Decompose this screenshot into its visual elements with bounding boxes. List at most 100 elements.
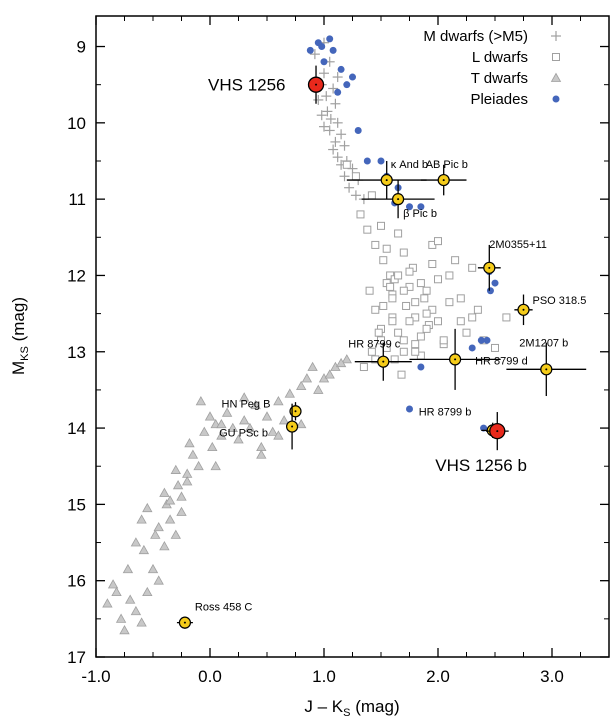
m-dwarfs-m5-point bbox=[321, 91, 332, 102]
t-dwarfs-point bbox=[335, 357, 347, 368]
pleiades-point bbox=[306, 46, 314, 54]
object-label: GU PSc b bbox=[219, 428, 268, 440]
t-dwarfs-point bbox=[216, 430, 227, 440]
l-dwarfs-point bbox=[394, 271, 403, 280]
l-dwarfs-point bbox=[445, 271, 454, 280]
object-center bbox=[397, 198, 400, 201]
t-dwarfs-point bbox=[107, 579, 119, 589]
t-dwarfs-point bbox=[301, 373, 313, 383]
legend-item-l-dwarfs: L dwarfs bbox=[472, 49, 560, 66]
t-dwarfs-point bbox=[187, 449, 199, 459]
y-tick-label: 17 bbox=[67, 648, 86, 667]
t-dwarfs-point bbox=[170, 529, 181, 539]
object-center bbox=[382, 360, 385, 363]
l-dwarfs-point bbox=[377, 221, 385, 230]
t-dwarfs-point bbox=[182, 476, 193, 486]
object-center bbox=[291, 425, 294, 428]
object-ross-458-c: Ross 458 C bbox=[176, 602, 253, 629]
labelled-objects-layer: VHS 1256 κ And bAB Pic b β Pic b 2M0355+11 P… bbox=[176, 65, 587, 629]
m-dwarfs-m5-point bbox=[332, 152, 343, 163]
m-dwarfs-m5-point bbox=[344, 182, 355, 193]
l-dwarfs-point bbox=[416, 332, 425, 341]
pleiades-point bbox=[334, 88, 342, 96]
l-dwarfs-point bbox=[473, 305, 482, 314]
x-axis-title-subscript: S bbox=[343, 707, 350, 719]
legend: M dwarfs (>M5) L dwarfs T dwarfs Pleiades bbox=[423, 28, 562, 108]
t-dwarfs-point bbox=[153, 575, 164, 585]
pleiades-point bbox=[417, 363, 425, 371]
marks-layer bbox=[102, 35, 511, 635]
t-dwarfs-point bbox=[273, 396, 284, 406]
t-dwarfs-point bbox=[136, 514, 147, 524]
object-label: κ And b bbox=[391, 159, 428, 171]
object-pso-318-5: PSO 318.5 bbox=[514, 294, 587, 326]
l-dwarfs-point bbox=[491, 343, 499, 352]
object-center bbox=[183, 621, 186, 624]
y-tick-label: 13 bbox=[67, 343, 86, 362]
m-dwarfs-m5-point bbox=[313, 94, 324, 105]
l-dwarfs-point bbox=[411, 340, 420, 349]
m-dwarfs-m5-point bbox=[332, 72, 343, 83]
y-axis-title: MKS (mag) bbox=[9, 297, 31, 375]
l-dwarfs-point bbox=[351, 172, 360, 181]
t-dwarfs-point bbox=[119, 624, 130, 635]
l-dwarfs-point bbox=[394, 229, 403, 238]
object-label: PSO 318.5 bbox=[533, 295, 587, 307]
l-dwarfs-point bbox=[363, 225, 372, 234]
l-dwarfs-point bbox=[405, 267, 414, 276]
pleiades-point bbox=[337, 65, 345, 73]
object-center bbox=[545, 368, 548, 371]
object-label: Ross 458 C bbox=[195, 602, 253, 614]
object-label: β Pic b bbox=[403, 208, 437, 220]
t-dwarfs-point bbox=[130, 605, 142, 616]
t-dwarfs-point bbox=[111, 586, 122, 597]
x-tick-label: 3.0 bbox=[540, 667, 564, 686]
m-dwarfs-m5-point bbox=[330, 136, 341, 147]
pleiades-point bbox=[468, 344, 476, 352]
t-dwarfs-point bbox=[170, 464, 181, 474]
axes-layer: -1.0 0.0 1.0 2.0 3.0 9 10 11 12 13 14 15 16 17 bbox=[67, 16, 610, 686]
pleiades-point bbox=[320, 58, 328, 66]
l-dwarfs-point bbox=[451, 256, 460, 265]
l-dwarfs-point bbox=[342, 160, 351, 169]
t-dwarfs-point bbox=[195, 396, 207, 406]
t-dwarfs-point bbox=[199, 426, 210, 436]
object-pic-b: β Pic b bbox=[361, 180, 437, 220]
pleiades-point bbox=[326, 35, 334, 43]
object-label: AB Pic b bbox=[426, 159, 468, 171]
pleiades-point bbox=[483, 336, 491, 344]
l-dwarfs-point bbox=[371, 240, 380, 249]
t-dwarfs-point bbox=[130, 537, 142, 547]
l-dwarfs-point bbox=[397, 370, 406, 379]
t-dwarfs-point bbox=[256, 449, 267, 459]
legend-marker-plus bbox=[551, 31, 561, 41]
pleiades-point bbox=[486, 287, 494, 295]
t-dwarfs-point bbox=[153, 521, 164, 532]
l-dwarfs-point bbox=[359, 363, 368, 372]
l-dwarfs-point bbox=[399, 286, 408, 295]
object-label: HR 8799 d bbox=[475, 355, 528, 367]
t-dwarfs-point bbox=[176, 506, 187, 516]
pleiades-point bbox=[417, 203, 425, 211]
t-dwarfs-point bbox=[227, 422, 238, 432]
legend-label: Pleiades bbox=[470, 91, 528, 108]
t-dwarfs-point bbox=[341, 354, 352, 364]
l-dwarfs-point bbox=[411, 298, 420, 307]
m-dwarfs-m5-point bbox=[350, 190, 361, 201]
object-and-b: κ And b bbox=[346, 159, 428, 200]
pleiades-point bbox=[406, 405, 413, 413]
l-dwarfs-point bbox=[386, 282, 395, 291]
object-center bbox=[522, 308, 525, 311]
m-dwarfs-m5-point bbox=[339, 171, 350, 182]
l-dwarfs-point bbox=[456, 317, 465, 326]
t-dwarfs-point bbox=[142, 502, 153, 513]
t-dwarfs-point bbox=[261, 411, 273, 421]
t-dwarfs-point bbox=[193, 460, 204, 471]
t-dwarfs-point bbox=[250, 399, 261, 410]
t-dwarfs-point bbox=[284, 388, 295, 398]
object-2m1207-b: 2M1207 b bbox=[506, 337, 587, 397]
l-dwarfs-point bbox=[456, 294, 465, 303]
t-dwarfs-point bbox=[102, 598, 113, 608]
x-axis-title-unit: (mag) bbox=[350, 697, 399, 716]
